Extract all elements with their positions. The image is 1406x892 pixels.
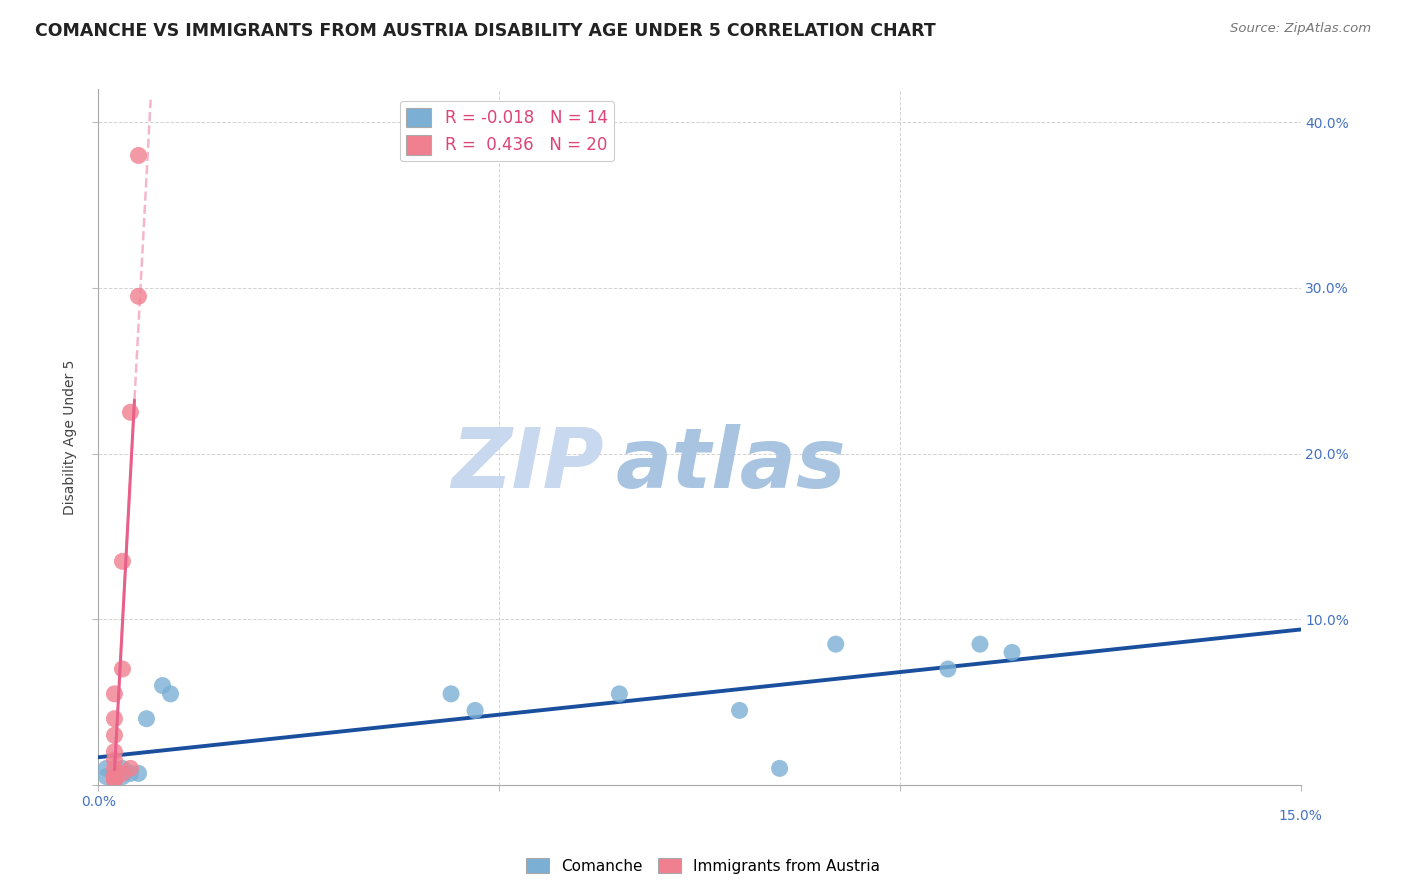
Point xyxy=(103,770,125,784)
Point xyxy=(728,703,751,717)
Point xyxy=(103,772,125,787)
Point xyxy=(96,761,118,775)
Point xyxy=(103,687,125,701)
Point xyxy=(103,753,125,767)
Point xyxy=(103,728,125,742)
Point xyxy=(111,554,134,568)
Legend: Comanche, Immigrants from Austria: Comanche, Immigrants from Austria xyxy=(520,852,886,880)
Text: ZIP: ZIP xyxy=(451,425,603,506)
Point xyxy=(111,766,134,780)
Text: atlas: atlas xyxy=(616,425,846,506)
Point xyxy=(103,770,125,784)
Point xyxy=(103,761,125,775)
Point xyxy=(969,637,991,651)
Point xyxy=(103,772,125,787)
Point xyxy=(440,687,463,701)
Point xyxy=(96,770,118,784)
Point xyxy=(103,770,125,784)
Point xyxy=(120,405,142,419)
Y-axis label: Disability Age Under 5: Disability Age Under 5 xyxy=(63,359,77,515)
Point xyxy=(128,148,150,162)
Legend: R = -0.018   N = 14, R =  0.436   N = 20: R = -0.018 N = 14, R = 0.436 N = 20 xyxy=(399,101,614,161)
Point xyxy=(609,687,631,701)
Point xyxy=(103,745,125,759)
Text: COMANCHE VS IMMIGRANTS FROM AUSTRIA DISABILITY AGE UNDER 5 CORRELATION CHART: COMANCHE VS IMMIGRANTS FROM AUSTRIA DISA… xyxy=(35,22,936,40)
Point xyxy=(103,770,125,784)
Point xyxy=(103,712,125,726)
Point xyxy=(103,770,125,784)
Point xyxy=(769,761,792,775)
Point xyxy=(135,712,157,726)
Point xyxy=(824,637,846,651)
Point xyxy=(128,289,150,303)
Point xyxy=(111,761,134,775)
Text: Source: ZipAtlas.com: Source: ZipAtlas.com xyxy=(1230,22,1371,36)
Point xyxy=(159,687,181,701)
Point xyxy=(464,703,486,717)
Point xyxy=(128,766,150,780)
Point xyxy=(111,662,134,676)
Point xyxy=(103,770,125,784)
Point xyxy=(936,662,959,676)
Point xyxy=(1001,645,1024,659)
Point xyxy=(120,761,142,775)
Text: 15.0%: 15.0% xyxy=(1278,809,1323,823)
Point xyxy=(152,679,174,693)
Point xyxy=(120,766,142,780)
Point xyxy=(111,770,134,784)
Point xyxy=(103,770,125,784)
